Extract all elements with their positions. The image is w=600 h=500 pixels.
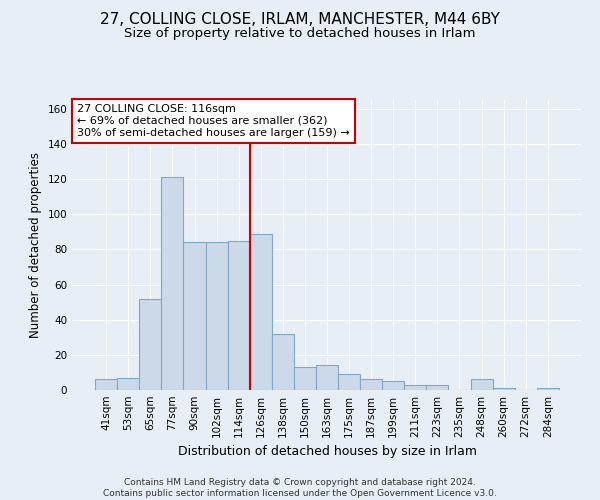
Bar xyxy=(227,240,250,390)
Bar xyxy=(382,381,404,390)
Bar xyxy=(250,234,272,390)
Bar xyxy=(272,334,294,390)
Bar xyxy=(161,178,184,390)
Bar xyxy=(360,380,382,390)
Bar xyxy=(427,384,448,390)
Bar xyxy=(537,388,559,390)
Text: Contains HM Land Registry data © Crown copyright and database right 2024.
Contai: Contains HM Land Registry data © Crown c… xyxy=(103,478,497,498)
Bar xyxy=(184,242,206,390)
Bar xyxy=(95,380,117,390)
X-axis label: Distribution of detached houses by size in Irlam: Distribution of detached houses by size … xyxy=(178,446,476,458)
Bar xyxy=(404,384,427,390)
Bar xyxy=(117,378,139,390)
Bar xyxy=(294,367,316,390)
Text: 27 COLLING CLOSE: 116sqm
← 69% of detached houses are smaller (362)
30% of semi-: 27 COLLING CLOSE: 116sqm ← 69% of detach… xyxy=(77,104,350,138)
Bar xyxy=(139,298,161,390)
Bar xyxy=(493,388,515,390)
Bar xyxy=(316,366,338,390)
Text: 27, COLLING CLOSE, IRLAM, MANCHESTER, M44 6BY: 27, COLLING CLOSE, IRLAM, MANCHESTER, M4… xyxy=(100,12,500,28)
Text: Size of property relative to detached houses in Irlam: Size of property relative to detached ho… xyxy=(124,28,476,40)
Bar xyxy=(206,242,227,390)
Y-axis label: Number of detached properties: Number of detached properties xyxy=(29,152,42,338)
Bar xyxy=(338,374,360,390)
Bar xyxy=(470,380,493,390)
